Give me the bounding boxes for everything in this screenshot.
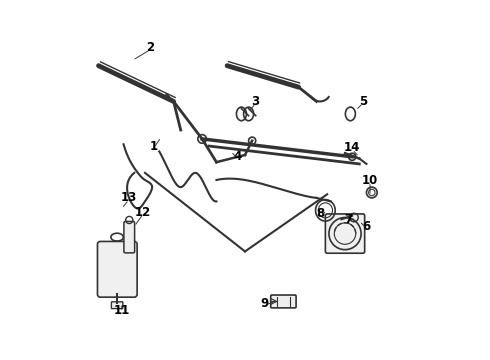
Text: 10: 10 (362, 174, 378, 186)
Text: 12: 12 (135, 206, 151, 219)
Text: 9: 9 (261, 297, 269, 310)
Text: 13: 13 (121, 192, 137, 204)
FancyBboxPatch shape (124, 221, 135, 253)
FancyBboxPatch shape (325, 214, 365, 253)
FancyBboxPatch shape (270, 295, 296, 308)
Text: 11: 11 (114, 304, 130, 317)
Text: 2: 2 (147, 41, 154, 54)
Text: 1: 1 (150, 140, 158, 153)
Text: 8: 8 (316, 207, 324, 220)
Text: 3: 3 (252, 95, 260, 108)
Text: 5: 5 (359, 95, 367, 108)
Text: 14: 14 (344, 141, 360, 154)
Text: 7: 7 (344, 213, 353, 226)
Text: 4: 4 (234, 150, 242, 163)
Text: 6: 6 (362, 220, 370, 233)
FancyBboxPatch shape (111, 302, 123, 309)
FancyBboxPatch shape (98, 242, 137, 297)
